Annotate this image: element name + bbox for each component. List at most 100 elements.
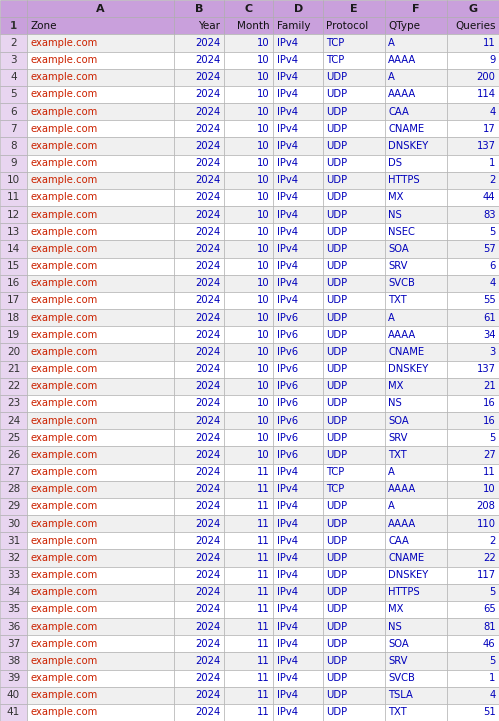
Bar [447,257,499,275]
Bar [273,0,323,17]
Text: 114: 114 [477,89,496,99]
Bar [175,601,224,618]
Bar [447,618,499,635]
Bar [323,326,385,343]
Bar [224,532,273,549]
Bar [224,584,273,601]
Bar [224,206,273,224]
Text: 23: 23 [7,399,20,408]
Bar [224,224,273,240]
Bar [323,378,385,395]
Bar [273,670,323,686]
Text: IPv6: IPv6 [277,450,298,460]
Text: 10: 10 [257,278,270,288]
Text: 1: 1 [489,158,496,168]
Text: 3: 3 [489,347,496,357]
Text: 11: 11 [257,707,270,717]
Text: 27: 27 [7,467,20,477]
Text: A: A [388,313,395,322]
Text: UDP: UDP [326,226,348,236]
Bar [27,446,175,464]
Bar [0,618,27,635]
Bar [273,189,323,206]
Bar [27,497,175,515]
Bar [175,120,224,137]
Text: UDP: UDP [326,536,348,546]
Text: example.com: example.com [30,673,98,683]
Bar [0,446,27,464]
Text: UDP: UDP [326,107,348,117]
Text: 5: 5 [489,226,496,236]
Text: 2024: 2024 [195,124,221,134]
Bar [447,395,499,412]
Bar [385,86,447,103]
Text: 2024: 2024 [195,193,221,203]
Bar [175,360,224,378]
Bar [27,257,175,275]
Text: example.com: example.com [30,707,98,717]
Text: UDP: UDP [326,553,348,563]
Text: 10: 10 [257,89,270,99]
Text: A: A [388,467,395,477]
Bar [27,206,175,224]
Text: 29: 29 [7,501,20,511]
Bar [175,481,224,497]
Text: 44: 44 [483,193,496,203]
Text: 10: 10 [257,433,270,443]
Text: example.com: example.com [30,587,98,597]
Text: 27: 27 [483,450,496,460]
Text: AAAA: AAAA [388,329,417,340]
Text: 40: 40 [7,690,20,700]
Bar [323,172,385,189]
Bar [27,275,175,292]
Text: AAAA: AAAA [388,485,417,495]
Text: SVCB: SVCB [388,278,415,288]
Bar [27,0,175,17]
Bar [273,601,323,618]
Bar [175,567,224,584]
Text: UDP: UDP [326,604,348,614]
Text: IPv4: IPv4 [277,485,298,495]
Text: example.com: example.com [30,570,98,580]
Bar [175,0,224,17]
Bar [224,567,273,584]
Bar [323,257,385,275]
Text: 2024: 2024 [195,501,221,511]
Text: IPv4: IPv4 [277,226,298,236]
Bar [447,68,499,86]
Text: 4: 4 [489,690,496,700]
Text: IPv4: IPv4 [277,536,298,546]
Text: CNAME: CNAME [388,553,425,563]
Text: example.com: example.com [30,296,98,306]
Bar [224,103,273,120]
Bar [385,429,447,446]
Text: G: G [468,4,478,14]
Text: 21: 21 [7,364,20,374]
Bar [385,17,447,35]
Bar [273,86,323,103]
Text: 2024: 2024 [195,141,221,151]
Bar [0,601,27,618]
Bar [224,86,273,103]
Text: 2024: 2024 [195,622,221,632]
Bar [224,412,273,429]
Text: example.com: example.com [30,553,98,563]
Text: UDP: UDP [326,72,348,82]
Text: 5: 5 [489,587,496,597]
Bar [0,584,27,601]
Bar [385,704,447,721]
Text: IPv6: IPv6 [277,364,298,374]
Text: IPv4: IPv4 [277,72,298,82]
Text: 2024: 2024 [195,89,221,99]
Text: 2024: 2024 [195,107,221,117]
Bar [175,584,224,601]
Text: 10: 10 [257,313,270,322]
Bar [27,653,175,670]
Bar [175,326,224,343]
Text: F: F [412,4,420,14]
Bar [273,172,323,189]
Bar [0,497,27,515]
Text: IPv4: IPv4 [277,501,298,511]
Text: 2024: 2024 [195,399,221,408]
Text: 2024: 2024 [195,604,221,614]
